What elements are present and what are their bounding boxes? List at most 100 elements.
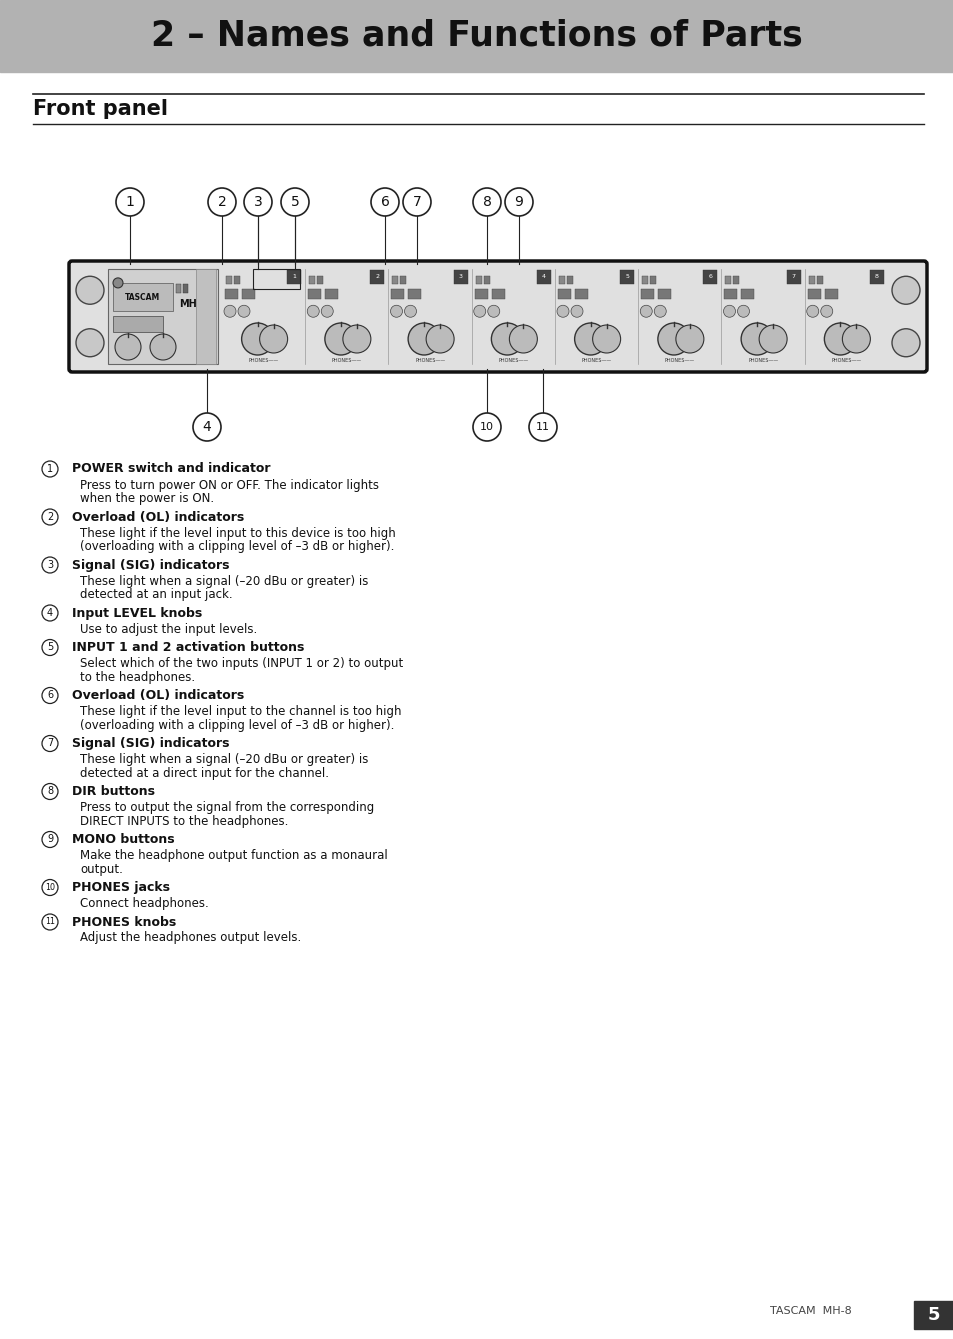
Text: 8: 8: [482, 195, 491, 209]
Text: 3: 3: [458, 274, 462, 280]
Bar: [454, 270, 467, 284]
Circle shape: [658, 323, 689, 355]
Circle shape: [42, 557, 58, 573]
Bar: [733, 276, 739, 284]
Text: 6: 6: [708, 274, 712, 280]
Circle shape: [740, 323, 772, 355]
Text: Input LEVEL knobs: Input LEVEL knobs: [71, 607, 202, 620]
Text: 11: 11: [536, 422, 550, 432]
Bar: [537, 270, 551, 284]
Bar: [391, 289, 404, 299]
Text: Overload (OL) indicators: Overload (OL) indicators: [71, 510, 244, 524]
Text: 5: 5: [624, 274, 629, 280]
Text: 5: 5: [926, 1306, 940, 1324]
Text: 10: 10: [479, 422, 494, 432]
Circle shape: [675, 325, 703, 353]
Text: 8: 8: [874, 274, 878, 280]
Circle shape: [891, 329, 919, 356]
Circle shape: [504, 187, 533, 216]
Circle shape: [115, 333, 141, 360]
Bar: [195, 269, 215, 364]
Circle shape: [408, 323, 439, 355]
FancyBboxPatch shape: [69, 261, 926, 372]
Circle shape: [112, 279, 123, 288]
Circle shape: [474, 305, 485, 317]
Circle shape: [281, 187, 309, 216]
Circle shape: [820, 305, 832, 317]
Bar: [619, 270, 634, 284]
Circle shape: [241, 323, 274, 355]
Circle shape: [342, 325, 371, 353]
Circle shape: [639, 305, 652, 317]
Bar: [112, 316, 163, 332]
Text: 7: 7: [791, 274, 795, 280]
Text: Press to turn power ON or OFF. The indicator lights: Press to turn power ON or OFF. The indic…: [80, 478, 378, 491]
Text: PHONES——: PHONES——: [830, 359, 861, 363]
Circle shape: [244, 187, 272, 216]
Circle shape: [42, 832, 58, 848]
Bar: [475, 289, 487, 299]
Text: 2: 2: [375, 274, 379, 280]
Text: 5: 5: [47, 643, 53, 652]
Text: 1: 1: [292, 274, 295, 280]
Text: MH: MH: [179, 299, 196, 309]
Circle shape: [224, 305, 235, 317]
Text: 9: 9: [47, 834, 53, 845]
Text: TASCAM  MH-8: TASCAM MH-8: [769, 1306, 851, 1316]
Circle shape: [654, 305, 665, 317]
Text: Front panel: Front panel: [33, 99, 168, 119]
Bar: [325, 289, 338, 299]
Circle shape: [307, 305, 319, 317]
Text: PHONES——: PHONES——: [249, 359, 278, 363]
Text: to the headphones.: to the headphones.: [80, 671, 195, 683]
Bar: [808, 276, 814, 284]
Text: Select which of the two inputs (INPUT 1 or 2) to output: Select which of the two inputs (INPUT 1 …: [80, 657, 403, 670]
Circle shape: [42, 605, 58, 621]
Circle shape: [321, 305, 333, 317]
Text: 7: 7: [47, 739, 53, 749]
Text: 1: 1: [47, 465, 53, 474]
Text: PHONES——: PHONES——: [664, 359, 694, 363]
Circle shape: [76, 276, 104, 304]
Circle shape: [426, 325, 454, 353]
Bar: [370, 270, 384, 284]
Circle shape: [42, 509, 58, 525]
Text: when the power is ON.: when the power is ON.: [80, 491, 213, 505]
Circle shape: [473, 412, 500, 441]
Text: 9: 9: [514, 195, 523, 209]
Bar: [558, 289, 571, 299]
Circle shape: [529, 412, 557, 441]
Bar: [287, 270, 301, 284]
Bar: [226, 276, 232, 284]
Circle shape: [592, 325, 620, 353]
Text: These light when a signal (–20 dBu or greater) is: These light when a signal (–20 dBu or gr…: [80, 753, 368, 766]
Text: 4: 4: [47, 608, 53, 619]
Text: Connect headphones.: Connect headphones.: [80, 897, 209, 911]
Circle shape: [841, 325, 869, 353]
Circle shape: [42, 640, 58, 656]
Circle shape: [42, 735, 58, 751]
Bar: [175, 284, 181, 293]
Circle shape: [473, 187, 500, 216]
Circle shape: [42, 687, 58, 703]
Text: 2: 2: [217, 195, 226, 209]
Circle shape: [237, 305, 250, 317]
Bar: [650, 276, 656, 284]
Text: Signal (SIG) indicators: Signal (SIG) indicators: [71, 736, 230, 750]
Text: DIRECT INPUTS to the headphones.: DIRECT INPUTS to the headphones.: [80, 814, 288, 828]
Circle shape: [491, 323, 523, 355]
Text: PHONES——: PHONES——: [415, 359, 445, 363]
Circle shape: [806, 305, 818, 317]
Circle shape: [487, 305, 499, 317]
Circle shape: [42, 880, 58, 896]
Circle shape: [150, 333, 175, 360]
Text: Press to output the signal from the corresponding: Press to output the signal from the corr…: [80, 801, 374, 814]
Bar: [869, 270, 883, 284]
Text: INPUT 1 and 2 activation buttons: INPUT 1 and 2 activation buttons: [71, 641, 304, 653]
Bar: [408, 289, 421, 299]
Text: Overload (OL) indicators: Overload (OL) indicators: [71, 690, 244, 702]
Circle shape: [193, 412, 221, 441]
Circle shape: [402, 187, 431, 216]
Text: These light if the level input to this device is too high: These light if the level input to this d…: [80, 526, 395, 540]
Bar: [225, 289, 237, 299]
